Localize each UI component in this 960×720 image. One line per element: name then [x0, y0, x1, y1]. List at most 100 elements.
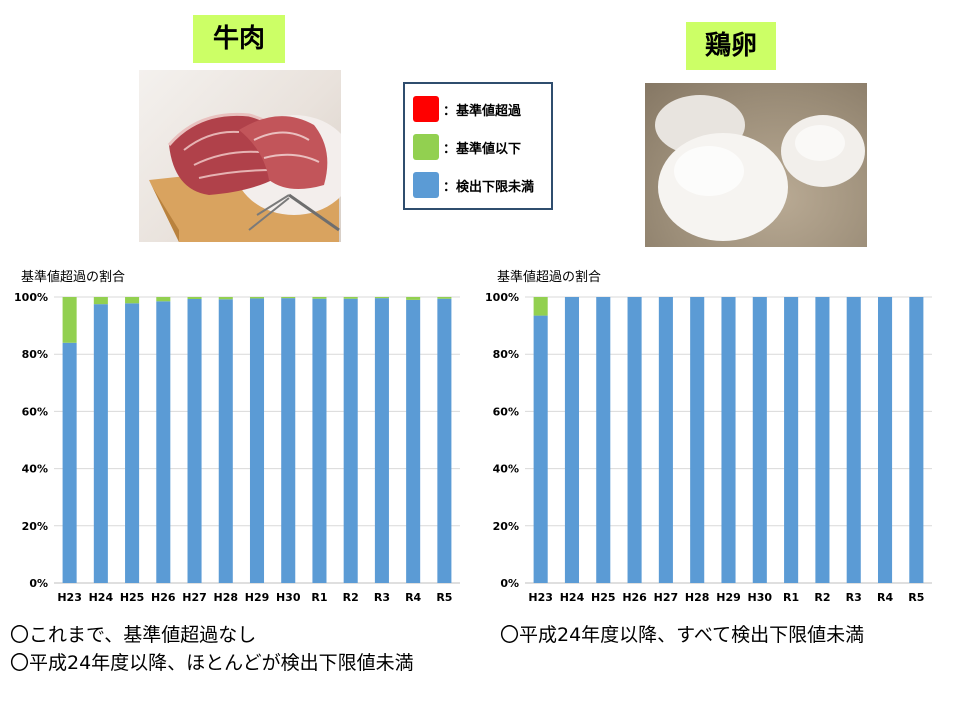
bar-segment — [406, 297, 421, 300]
legend-item-below: ：基準値以下 — [413, 134, 521, 160]
x-tick-label: H28 — [685, 591, 710, 604]
x-tick-label: R3 — [846, 591, 862, 604]
bar-segment — [437, 298, 452, 583]
bar-segment — [156, 301, 171, 583]
chart-legend: ：基準値超過 ：基準値以下 ：検出下限未満 — [403, 82, 553, 210]
legend-label: ：基準値以下 — [443, 141, 522, 157]
x-tick-label: H25 — [591, 591, 616, 604]
bar-segment — [187, 299, 202, 583]
x-tick-label: R1 — [783, 591, 799, 604]
x-tick-label: H29 — [716, 591, 741, 604]
bar-segment — [218, 299, 233, 583]
x-tick-label: H23 — [57, 591, 82, 604]
beef-chart: 基準値超過の割合 0% 20% 40% 60% 80% 100% H23 H24 H25 H26 H… — [0, 262, 470, 612]
egg-photo — [645, 83, 867, 247]
y-tick-label: 60% — [493, 405, 519, 418]
bar-segment — [281, 297, 296, 299]
bar-segment — [437, 297, 452, 299]
egg-title: 鶏卵 — [686, 22, 776, 70]
bar-segment — [93, 297, 108, 305]
bar-segment — [721, 297, 736, 583]
y-tick-label: 60% — [22, 405, 48, 418]
y-tick-label: 40% — [493, 463, 519, 476]
x-tick-label: H30 — [276, 591, 301, 604]
y-tick-label: 20% — [22, 520, 48, 533]
x-tick-label: H24 — [560, 591, 585, 604]
beef-note-2: 〇平成24年度以降、ほとんどが検出下限値未満 — [10, 652, 414, 674]
bar-segment — [909, 297, 924, 583]
bar-segment — [627, 297, 642, 583]
bar-segment — [125, 297, 140, 304]
egg-note-1: 〇平成24年度以降、すべて検出下限値未満 — [500, 624, 865, 646]
y-tick-label: 0% — [29, 577, 48, 590]
legend-swatch-exceed — [413, 96, 439, 122]
bar-segment — [596, 297, 611, 583]
x-tick-label: H27 — [182, 591, 207, 604]
legend-swatch-undetected — [413, 172, 439, 198]
y-tick-label: 80% — [22, 348, 48, 361]
y-tick-label: 0% — [500, 577, 519, 590]
x-tick-label: H27 — [654, 591, 679, 604]
y-tick-label: 80% — [493, 348, 519, 361]
legend-label: ：基準値超過 — [443, 103, 522, 119]
x-tick-label: R5 — [908, 591, 924, 604]
y-tick-label: 20% — [493, 520, 519, 533]
bar-segment — [533, 297, 548, 316]
bar-segment — [62, 297, 77, 343]
x-tick-label: R3 — [374, 591, 390, 604]
x-tick-label: R1 — [311, 591, 327, 604]
x-tick-label: H26 — [151, 591, 176, 604]
chart-title: 基準値超過の割合 — [21, 270, 126, 285]
bar-segment — [156, 297, 171, 302]
egg-chart-plot: 0% 20% 40% 60% 80% 100% H23 H24 H25 H26 H27 H28 H29 H… — [485, 291, 932, 604]
chart-title: 基準値超過の割合 — [497, 270, 602, 285]
legend-item-exceed: ：基準値超過 — [413, 96, 521, 122]
x-tick-label: H24 — [89, 591, 114, 604]
x-tick-label: H23 — [528, 591, 553, 604]
beef-chart-plot: 0% 20% 40% 60% 80% 100% H23 H24 H25 H26 H27 H28 H29 H… — [14, 291, 460, 604]
bar-segment — [752, 297, 767, 583]
bar-segment — [784, 297, 799, 583]
x-tick-label: R4 — [877, 591, 893, 604]
beef-title: 牛肉 — [193, 15, 285, 63]
bar-segment — [93, 304, 108, 583]
x-tick-label: R2 — [343, 591, 359, 604]
bar-segment — [877, 297, 893, 583]
x-tick-label: H25 — [120, 591, 145, 604]
beef-note-1: 〇これまで、基準値超過なし — [10, 624, 257, 646]
legend-swatch-below — [413, 134, 439, 160]
beef-photo-drawing — [149, 112, 341, 242]
bar-segment — [564, 297, 580, 583]
x-tick-label: H26 — [622, 591, 647, 604]
bar-segment — [312, 297, 327, 299]
bar-segment — [815, 297, 830, 583]
x-tick-label: R2 — [814, 591, 830, 604]
egg-photo-drawing — [655, 95, 865, 241]
egg-chart: 基準値超過の割合 0% 20% 40% 60% 80% 100% H23 H24 H25 H26 H… — [470, 262, 940, 612]
x-tick-label: H30 — [748, 591, 773, 604]
bar-segment — [343, 298, 358, 583]
bar-segment — [533, 315, 548, 583]
bar-segment — [281, 298, 296, 583]
y-tick-label: 100% — [485, 291, 519, 304]
bar-segment — [343, 297, 358, 299]
bar-segment — [62, 342, 77, 583]
bar-segment — [374, 297, 389, 299]
x-tick-label: H29 — [245, 591, 270, 604]
bar-segment — [187, 297, 202, 300]
bar-segment — [374, 298, 389, 583]
beef-photo — [139, 70, 341, 242]
bar-segment — [846, 297, 861, 583]
x-tick-label: H28 — [214, 591, 239, 604]
bar-segment — [690, 297, 705, 583]
bar-segment — [312, 298, 327, 583]
bar-segment — [658, 297, 673, 583]
legend-item-undetected: ：検出下限未満 — [413, 172, 534, 198]
x-tick-label: R5 — [436, 591, 452, 604]
bar-segment — [249, 297, 265, 299]
y-tick-label: 100% — [14, 291, 48, 304]
bar-segment — [125, 303, 140, 583]
bar-segment — [249, 298, 265, 583]
y-tick-label: 40% — [22, 463, 48, 476]
bar-segment — [406, 299, 421, 583]
